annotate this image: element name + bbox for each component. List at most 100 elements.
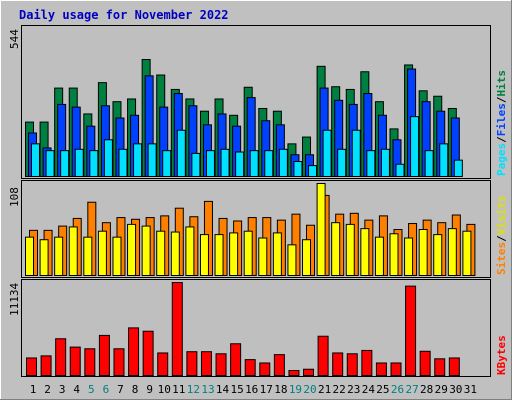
bar-visits-day-19 — [287, 244, 297, 276]
bar-visits-day-25 — [374, 236, 384, 277]
bar-kbytes-day-10 — [157, 352, 169, 376]
bar-kbytes-day-22 — [332, 352, 344, 376]
bar-visits-day-4 — [68, 226, 78, 276]
bar-visits-day-15 — [229, 232, 239, 277]
bar-pages-day-10 — [162, 150, 172, 178]
bar-visits-day-29 — [433, 234, 443, 277]
bar-kbytes-day-18 — [273, 354, 285, 376]
x-label-day-26: 26 — [391, 383, 404, 396]
bar-visits-day-6 — [97, 230, 107, 276]
scale-label-kbytes: 11134 — [8, 283, 21, 316]
bar-kbytes-day-25 — [375, 362, 387, 377]
bar-visits-day-31 — [462, 230, 472, 276]
bar-kbytes-day-15 — [230, 343, 242, 377]
bar-visits-day-10 — [156, 230, 166, 276]
bar-visits-day-30 — [447, 228, 457, 276]
bar-pages-day-14 — [220, 148, 230, 177]
bar-visits-day-12 — [185, 226, 195, 276]
x-label-day-14: 14 — [216, 383, 230, 396]
x-axis-labels: 1 2 3 4 5 6 7 8 9 10 11 12 13 14 15 16 17 18 19 20 21 22 23 24 2… — [30, 383, 477, 396]
x-label-day-11: 11 — [172, 383, 185, 396]
bar-pages-day-5 — [89, 150, 99, 178]
bar-pages-day-2 — [45, 150, 55, 178]
bar-visits-day-23 — [345, 223, 355, 276]
x-label-day-30: 30 — [449, 383, 462, 396]
bar-pages-day-25 — [380, 148, 390, 177]
legend-files: Files — [495, 103, 508, 136]
x-label-day-29: 29 — [435, 383, 448, 396]
bar-pages-day-7 — [118, 148, 128, 177]
bar-kbytes-day-5 — [84, 348, 96, 376]
bar-kbytes-day-16 — [244, 359, 256, 377]
bar-visits-day-7 — [112, 236, 122, 277]
x-label-day-28: 28 — [420, 383, 433, 396]
legend-visits: Visits — [495, 196, 508, 236]
bar-kbytes-day-28 — [419, 350, 431, 376]
bar-visits-day-16 — [243, 230, 253, 276]
bar-pages-day-22 — [337, 148, 347, 177]
bar-visits-day-22 — [331, 222, 341, 276]
bar-visits-day-27 — [404, 237, 414, 277]
bar-kbytes-day-17 — [259, 362, 271, 377]
x-label-day-8: 8 — [132, 383, 139, 396]
bar-kbytes-day-12 — [186, 351, 198, 377]
x-label-day-13: 13 — [201, 383, 214, 396]
x-label-day-4: 4 — [73, 383, 80, 396]
bar-visits-day-17 — [258, 237, 268, 277]
bar-kbytes-day-27 — [405, 285, 417, 377]
x-label-day-20: 20 — [303, 383, 316, 396]
x-label-day-12: 12 — [187, 383, 200, 396]
x-label-day-6: 6 — [103, 383, 110, 396]
bar-visits-day-8 — [127, 223, 137, 276]
x-label-day-2: 2 — [44, 383, 51, 396]
bar-kbytes-day-19 — [288, 369, 300, 376]
x-label-day-18: 18 — [274, 383, 287, 396]
bar-pages-day-6 — [103, 139, 113, 178]
legend-sep-3: / — [495, 235, 508, 242]
bar-visits-day-21 — [316, 183, 326, 276]
legend-sep-1: / — [495, 136, 508, 143]
x-label-day-24: 24 — [362, 383, 376, 396]
x-label-day-3: 3 — [59, 383, 66, 396]
bar-pages-day-9 — [147, 143, 157, 177]
bar-visits-day-5 — [83, 236, 93, 277]
bar-visits-day-28 — [418, 229, 428, 276]
bar-kbytes-day-30 — [448, 357, 460, 377]
bar-visits-day-20 — [302, 239, 312, 277]
bar-kbytes-day-8 — [128, 327, 140, 376]
bar-pages-day-19 — [293, 161, 303, 177]
x-label-day-19: 19 — [289, 383, 302, 396]
bar-kbytes-day-7 — [113, 348, 125, 376]
x-label-day-22: 22 — [333, 383, 346, 396]
x-label-day-15: 15 — [230, 383, 243, 396]
bar-pages-day-3 — [60, 150, 70, 178]
x-label-day-27: 27 — [405, 383, 418, 396]
bar-visits-day-11 — [170, 231, 180, 276]
bar-pages-day-12 — [191, 152, 201, 177]
bar-pages-day-29 — [439, 143, 449, 177]
legend-pages: Pages — [495, 143, 508, 176]
x-label-day-1: 1 — [30, 383, 37, 396]
x-label-day-5: 5 — [88, 383, 95, 396]
bar-visits-day-9 — [141, 225, 151, 276]
bar-kbytes-day-9 — [142, 330, 154, 376]
bar-visits-day-14 — [214, 234, 224, 277]
bar-kbytes-day-23 — [346, 353, 358, 377]
legend-hits: Hits — [495, 70, 508, 97]
x-label-day-25: 25 — [376, 383, 389, 396]
legend-pages-files-hits: Pages/Files/Hits — [495, 70, 508, 176]
bar-pages-day-17 — [264, 150, 274, 178]
legend-sites: Sites — [495, 242, 508, 275]
bar-kbytes-day-26 — [390, 362, 402, 377]
bar-visits-day-3 — [54, 236, 64, 277]
x-label-day-21: 21 — [318, 383, 331, 396]
bar-pages-day-23 — [351, 129, 361, 177]
x-label-day-9: 9 — [146, 383, 153, 396]
bar-pages-day-15 — [235, 151, 245, 178]
bar-pages-day-4 — [74, 148, 84, 177]
bar-pages-day-21 — [322, 129, 332, 177]
bar-pages-day-8 — [133, 143, 143, 177]
x-label-day-17: 17 — [260, 383, 273, 396]
bar-pages-day-26 — [395, 163, 405, 178]
